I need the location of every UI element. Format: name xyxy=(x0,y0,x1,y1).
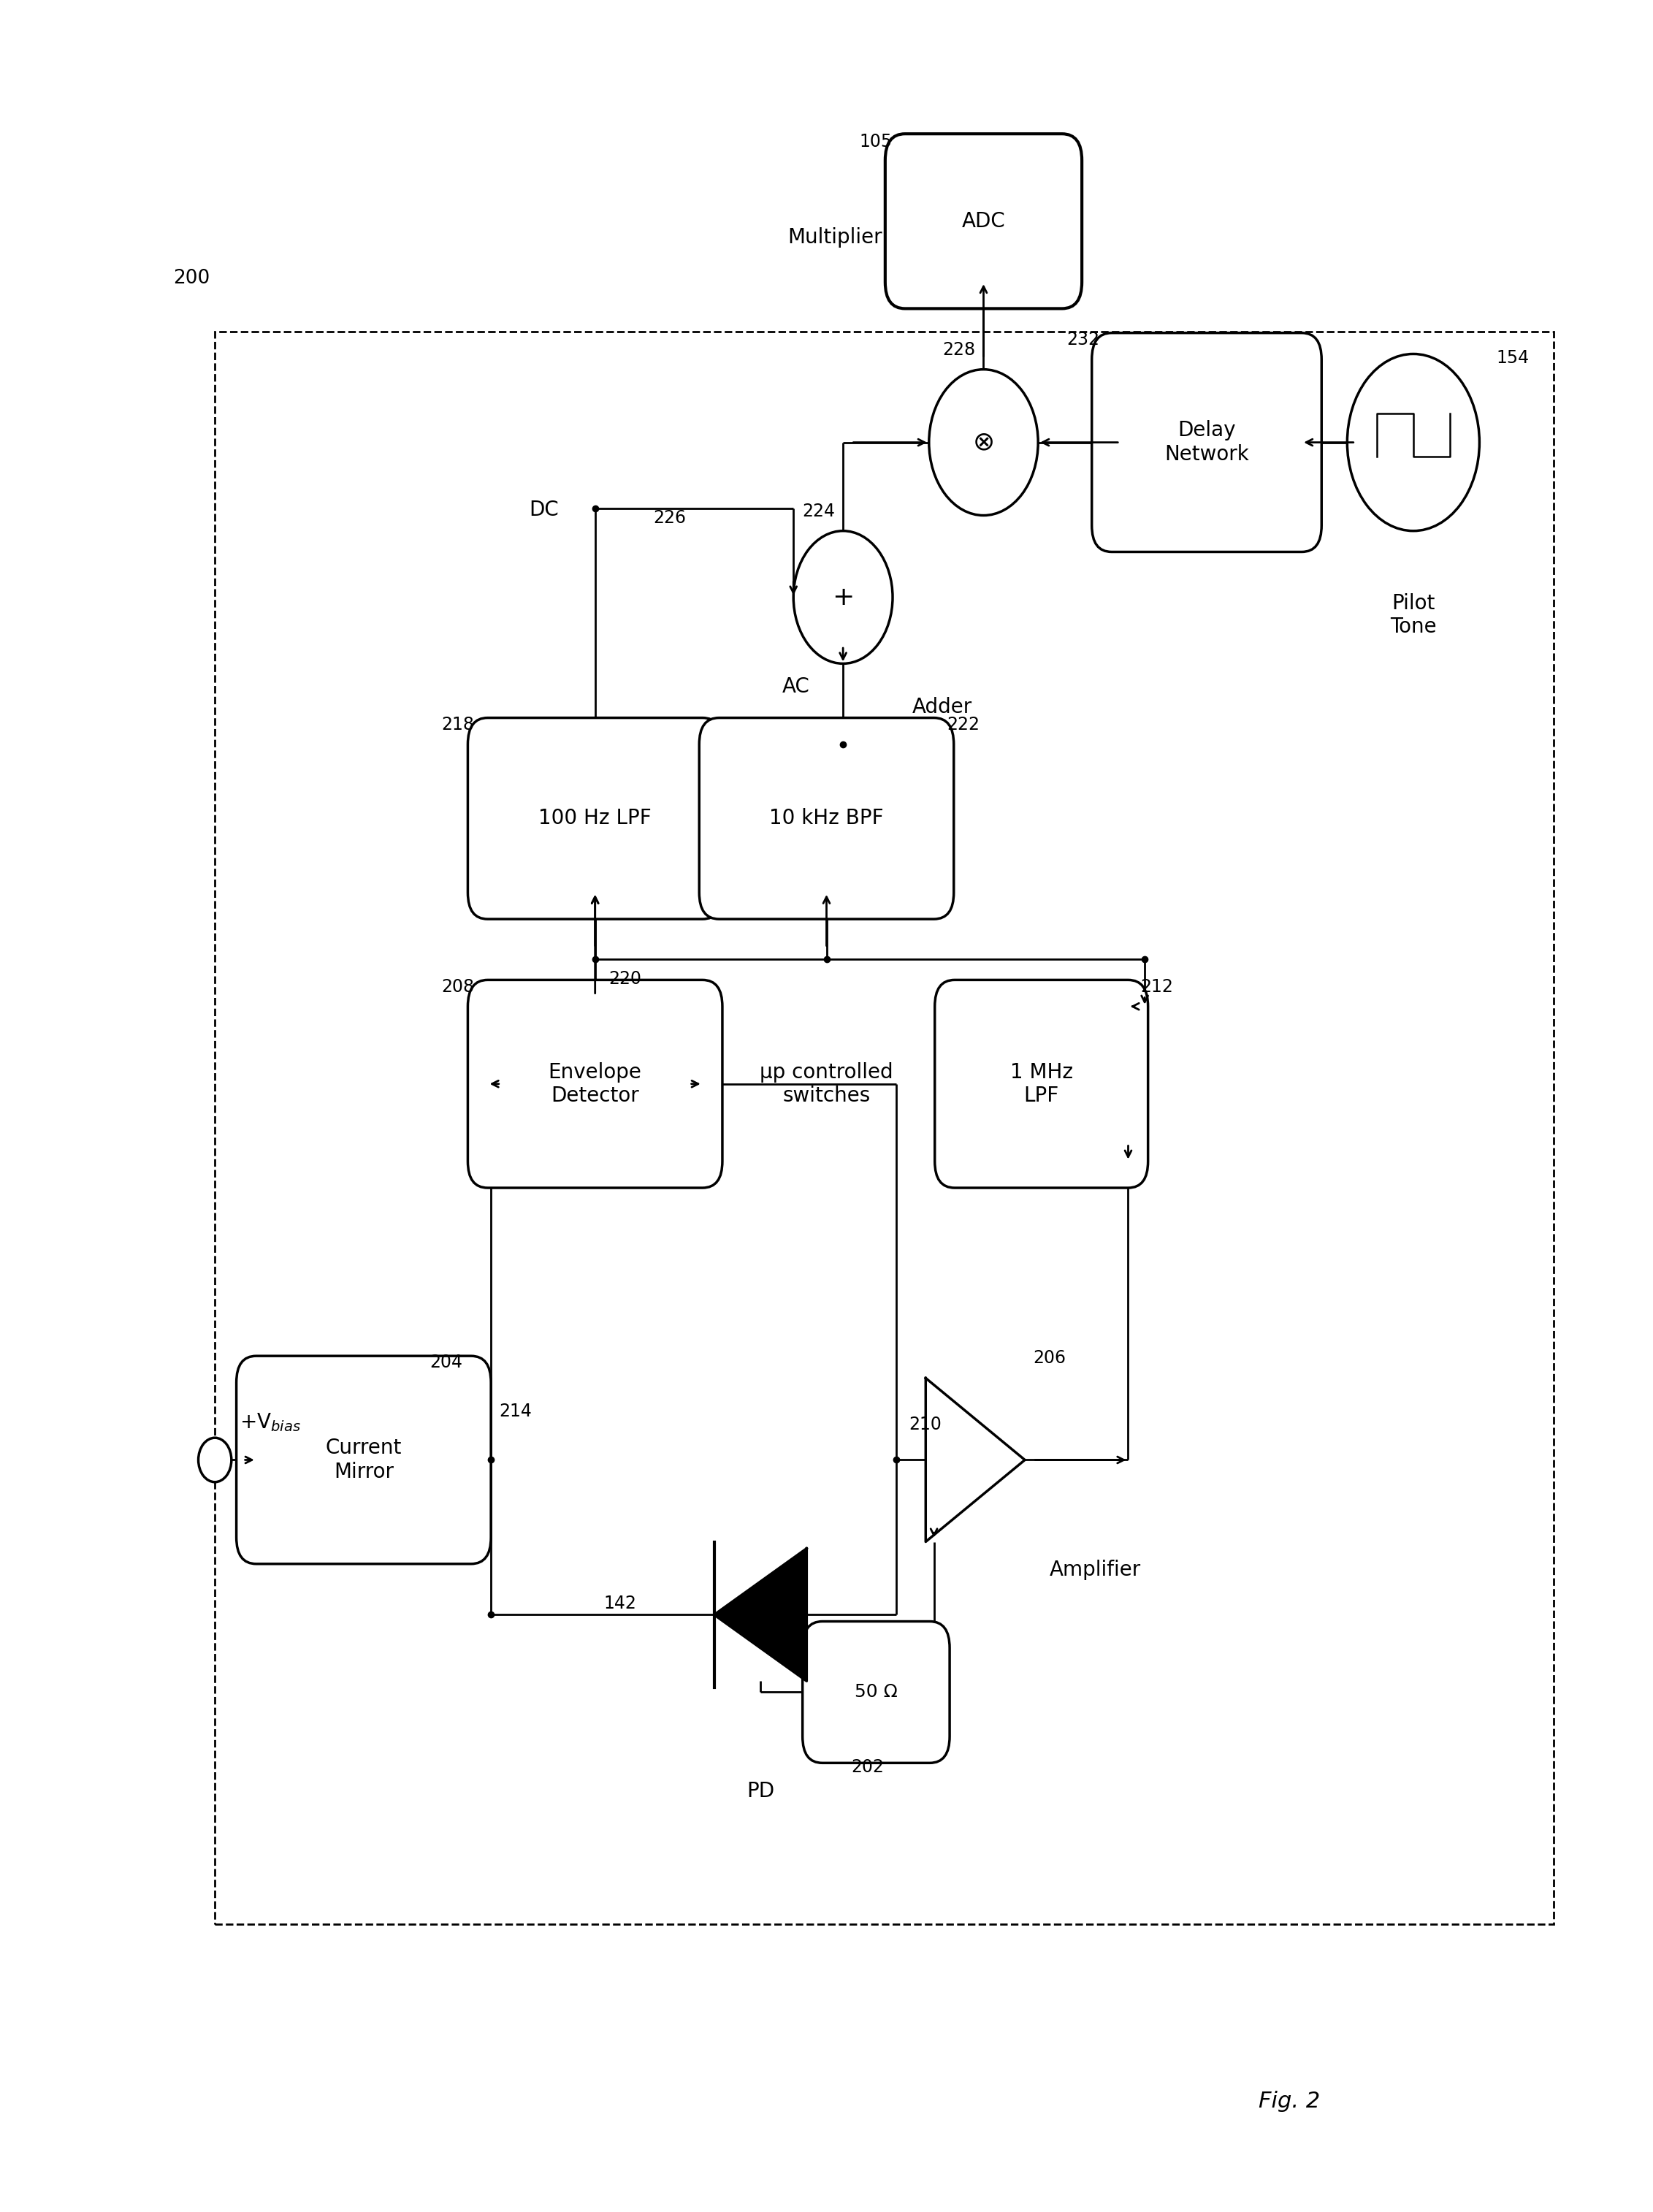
Text: 154: 154 xyxy=(1496,349,1529,367)
Text: ADC: ADC xyxy=(962,210,1005,232)
FancyBboxPatch shape xyxy=(803,1621,949,1763)
FancyBboxPatch shape xyxy=(936,980,1149,1188)
Text: 232: 232 xyxy=(1066,332,1099,347)
FancyBboxPatch shape xyxy=(468,717,722,920)
Text: +: + xyxy=(831,584,855,611)
Text: 100 Hz LPF: 100 Hz LPF xyxy=(539,807,651,830)
Text: 206: 206 xyxy=(1033,1349,1066,1367)
Text: Fig. 2: Fig. 2 xyxy=(1258,2090,1321,2112)
Text: 228: 228 xyxy=(942,341,975,358)
Text: 208: 208 xyxy=(441,978,474,995)
Text: 202: 202 xyxy=(851,1759,884,1776)
Text: 210: 210 xyxy=(909,1416,942,1433)
FancyBboxPatch shape xyxy=(1091,332,1322,551)
Text: 1 MHz
LPF: 1 MHz LPF xyxy=(1010,1062,1073,1106)
Text: 204: 204 xyxy=(430,1354,463,1371)
Circle shape xyxy=(929,369,1038,515)
Text: μp controlled
switches: μp controlled switches xyxy=(760,1062,893,1106)
FancyBboxPatch shape xyxy=(468,980,722,1188)
Polygon shape xyxy=(714,1548,807,1681)
Text: Delay
Network: Delay Network xyxy=(1164,420,1250,465)
Polygon shape xyxy=(926,1378,1025,1542)
Text: 142: 142 xyxy=(603,1595,636,1613)
Circle shape xyxy=(198,1438,231,1482)
Text: PD: PD xyxy=(747,1781,774,1801)
Text: Current
Mirror: Current Mirror xyxy=(326,1438,402,1482)
Circle shape xyxy=(1347,354,1479,531)
Text: Adder: Adder xyxy=(912,697,972,717)
Text: 105: 105 xyxy=(860,133,893,150)
Text: 214: 214 xyxy=(499,1402,532,1420)
Text: +V$_{bias}$: +V$_{bias}$ xyxy=(240,1411,301,1433)
Text: 222: 222 xyxy=(947,717,980,734)
Text: 220: 220 xyxy=(608,969,641,987)
Text: DC: DC xyxy=(529,500,559,520)
Text: 10 kHz BPF: 10 kHz BPF xyxy=(769,807,884,830)
Text: Envelope
Detector: Envelope Detector xyxy=(549,1062,641,1106)
Text: 224: 224 xyxy=(802,502,835,520)
Text: 50 Ω: 50 Ω xyxy=(855,1683,898,1701)
FancyBboxPatch shape xyxy=(886,133,1081,307)
Text: Amplifier: Amplifier xyxy=(1050,1559,1141,1579)
Text: 218: 218 xyxy=(441,717,474,734)
Circle shape xyxy=(793,531,893,664)
Text: Multiplier: Multiplier xyxy=(787,228,883,248)
Text: AC: AC xyxy=(782,677,810,697)
Text: 200: 200 xyxy=(174,268,210,288)
FancyBboxPatch shape xyxy=(236,1356,491,1564)
Text: 212: 212 xyxy=(1141,978,1174,995)
Text: Pilot
Tone: Pilot Tone xyxy=(1390,593,1436,637)
Text: ⊗: ⊗ xyxy=(972,429,995,456)
Bar xyxy=(215,332,1554,1924)
Text: 226: 226 xyxy=(653,509,686,526)
FancyBboxPatch shape xyxy=(699,717,954,920)
